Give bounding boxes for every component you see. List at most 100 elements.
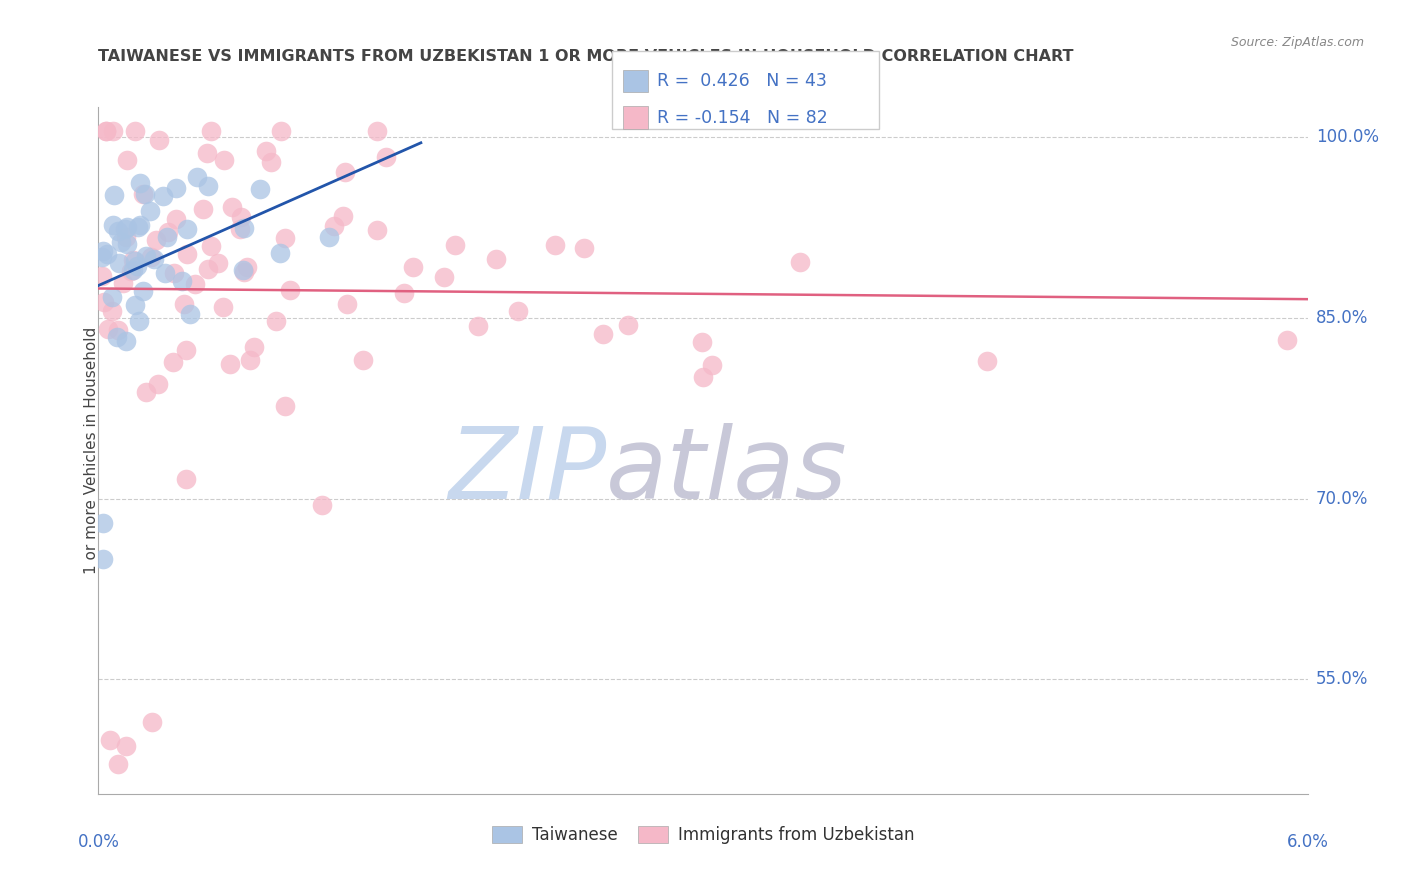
- Text: R = -0.154   N = 82: R = -0.154 N = 82: [657, 109, 827, 127]
- Point: [115, 739, 138, 753]
- Point: [186, 170, 208, 185]
- Point: [134, 187, 156, 202]
- Point: [93, 294, 115, 309]
- Point: [336, 297, 359, 311]
- Y-axis label: 1 or more Vehicles in Household: 1 or more Vehicles in Household: [84, 326, 98, 574]
- Point: [700, 359, 723, 373]
- Point: [156, 225, 179, 239]
- Point: [232, 265, 254, 279]
- Point: [101, 290, 124, 304]
- Point: [173, 296, 195, 310]
- Point: [572, 241, 595, 255]
- Point: [179, 307, 201, 321]
- Text: 55.0%: 55.0%: [1316, 671, 1368, 689]
- Point: [128, 314, 150, 328]
- Point: [107, 756, 129, 771]
- Point: [97, 322, 120, 336]
- Point: [115, 334, 138, 348]
- Point: [332, 209, 354, 223]
- Point: [152, 189, 174, 203]
- Point: [207, 256, 229, 270]
- Point: [508, 304, 530, 318]
- Point: [122, 263, 145, 277]
- Point: [107, 224, 129, 238]
- Point: [976, 354, 998, 368]
- Point: [139, 250, 162, 264]
- Point: [231, 210, 253, 224]
- Point: [278, 283, 301, 297]
- Point: [91, 250, 114, 264]
- Point: [121, 253, 143, 268]
- Text: 85.0%: 85.0%: [1316, 309, 1368, 326]
- Point: [124, 298, 146, 312]
- Point: [174, 343, 197, 358]
- Point: [197, 261, 219, 276]
- Point: [249, 181, 271, 195]
- Point: [197, 178, 219, 193]
- Point: [172, 273, 194, 287]
- Point: [148, 133, 170, 147]
- Point: [200, 124, 222, 138]
- Point: [117, 237, 139, 252]
- Point: [145, 233, 167, 247]
- Point: [236, 260, 259, 274]
- Point: [139, 204, 162, 219]
- Point: [200, 239, 222, 253]
- Point: [366, 223, 388, 237]
- Point: [155, 266, 177, 280]
- Point: [114, 229, 136, 244]
- Point: [352, 353, 374, 368]
- Point: [311, 498, 333, 512]
- Text: ZIP: ZIP: [449, 423, 606, 519]
- Point: [94, 124, 117, 138]
- Point: [132, 284, 155, 298]
- Point: [242, 340, 264, 354]
- Point: [94, 124, 117, 138]
- Point: [274, 231, 297, 245]
- Text: 6.0%: 6.0%: [1286, 833, 1329, 851]
- Point: [105, 330, 128, 344]
- Point: [789, 255, 811, 269]
- Text: R =  0.426   N = 43: R = 0.426 N = 43: [657, 71, 827, 90]
- Point: [444, 238, 467, 252]
- Point: [485, 252, 508, 266]
- Point: [135, 248, 157, 262]
- Text: 100.0%: 100.0%: [1316, 128, 1379, 146]
- Point: [1277, 333, 1299, 347]
- Point: [467, 318, 489, 333]
- Point: [260, 155, 283, 169]
- Point: [212, 300, 235, 314]
- Text: TAIWANESE VS IMMIGRANTS FROM UZBEKISTAN 1 OR MORE VEHICLES IN HOUSEHOLD CORRELAT: TAIWANESE VS IMMIGRANTS FROM UZBEKISTAN …: [98, 49, 1074, 64]
- Point: [214, 153, 236, 167]
- Point: [592, 326, 614, 341]
- Point: [232, 263, 254, 277]
- Point: [148, 377, 170, 392]
- Point: [394, 285, 416, 300]
- Text: 70.0%: 70.0%: [1316, 490, 1368, 508]
- Point: [264, 314, 287, 328]
- Point: [195, 146, 218, 161]
- Point: [124, 254, 146, 268]
- Point: [141, 714, 163, 729]
- Point: [156, 229, 179, 244]
- Point: [270, 124, 292, 138]
- Point: [184, 277, 207, 292]
- Point: [323, 219, 346, 234]
- Point: [125, 259, 148, 273]
- Text: Source: ZipAtlas.com: Source: ZipAtlas.com: [1230, 36, 1364, 49]
- Point: [219, 357, 242, 371]
- Point: [162, 355, 184, 369]
- Point: [115, 220, 138, 235]
- Point: [176, 222, 198, 236]
- Point: [98, 732, 121, 747]
- Point: [229, 222, 252, 236]
- Point: [114, 222, 136, 236]
- Point: [239, 353, 262, 368]
- Point: [191, 202, 214, 216]
- Point: [221, 200, 243, 214]
- Point: [91, 268, 114, 283]
- Point: [375, 150, 398, 164]
- Point: [163, 266, 186, 280]
- Point: [165, 181, 187, 195]
- Point: [333, 165, 356, 179]
